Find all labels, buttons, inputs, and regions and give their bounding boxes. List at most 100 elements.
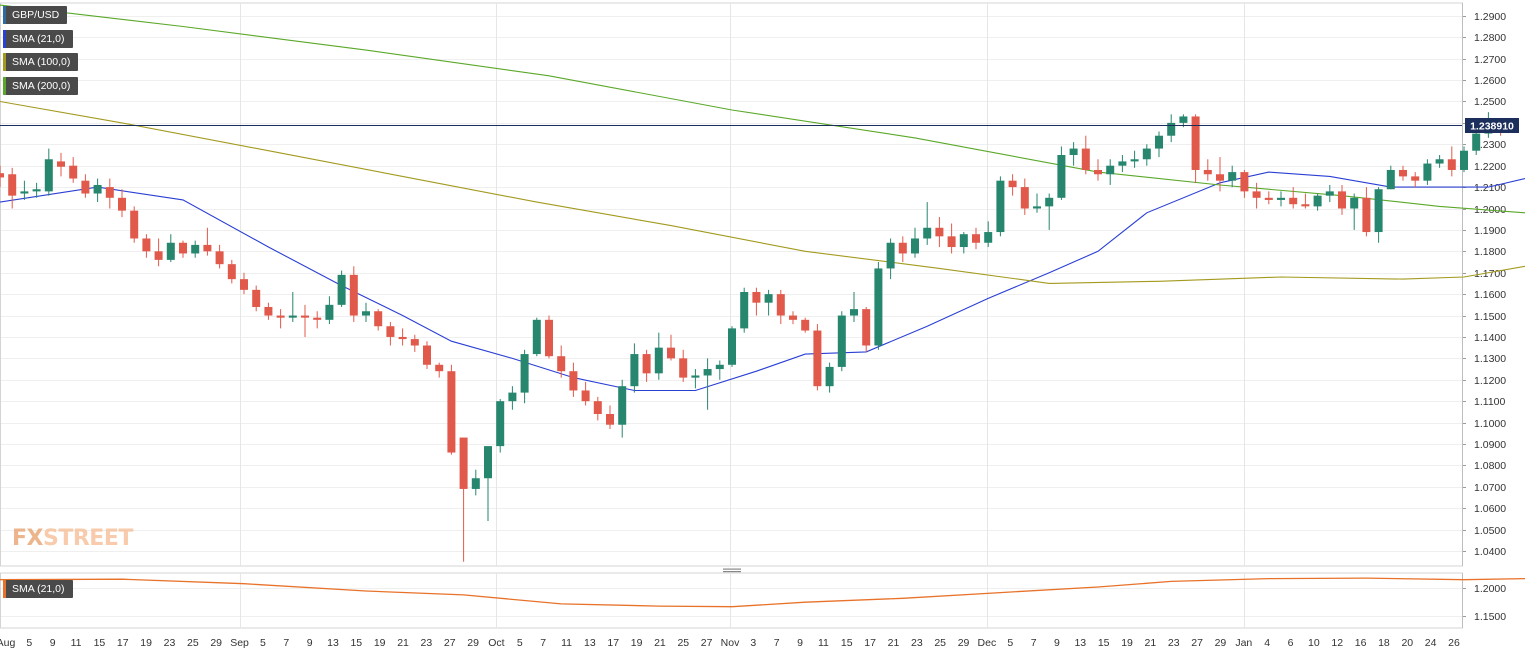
candle-body [227, 264, 236, 280]
x-tick-label: 5 [1007, 637, 1013, 649]
x-tick-label: 21 [397, 637, 409, 649]
sub-sma-line [0, 577, 1526, 608]
candle-body [349, 274, 358, 316]
candle-body [215, 251, 224, 265]
candle-body [606, 414, 614, 425]
candle-body [1460, 150, 1468, 170]
legend-gbpusd[interactable]: GBP/USD [3, 6, 68, 24]
candle-body [935, 227, 944, 237]
candle-body [557, 356, 566, 372]
legend-sma-21[interactable]: SMA (21,0) [3, 29, 73, 48]
legend-swatch [3, 76, 6, 95]
y-tick-label: 1.1800 [1474, 246, 1506, 258]
x-tick-label: 23 [1168, 637, 1180, 649]
candle-body [789, 315, 797, 320]
candle-body [703, 369, 712, 376]
x-tick-label: 23 [164, 637, 176, 649]
candle-body [813, 330, 822, 387]
x-tick-label: 23 [421, 637, 433, 649]
x-tick-label: 13 [1074, 637, 1086, 649]
candle-body [618, 386, 627, 425]
candle-body [325, 304, 334, 320]
candle-body [532, 319, 541, 355]
x-tick-label: 23 [911, 637, 923, 649]
x-tick-label: Jan [1235, 637, 1252, 649]
candle-body [1386, 169, 1395, 190]
x-tick-label: 29 [1215, 637, 1227, 649]
legend-sma-100[interactable]: SMA (100,0) [3, 53, 79, 71]
x-tick-label: 29 [467, 637, 479, 649]
candle-body [1411, 176, 1420, 181]
x-tick-label: 20 [1401, 637, 1413, 649]
candle-body [1472, 133, 1481, 151]
y-tick-label: 1.1100 [1474, 396, 1505, 408]
candle-body [1081, 148, 1090, 170]
candle-body [1435, 159, 1444, 164]
x-tick-label: 5 [260, 637, 266, 649]
candle-body [32, 189, 41, 192]
candle-body [423, 345, 431, 365]
candle-body [1069, 148, 1078, 155]
candle-body [1399, 169, 1407, 177]
x-tick-label: 26 [1448, 637, 1460, 649]
x-tick-label: 19 [631, 637, 643, 649]
candle-body [667, 347, 675, 359]
candle-body [1447, 159, 1456, 170]
y-tick-label: 1.2700 [1474, 54, 1506, 66]
candle-body [898, 242, 907, 254]
x-tick-label: 19 [1121, 637, 1133, 649]
candle-body [337, 274, 346, 305]
x-tick-label: 19 [374, 637, 386, 649]
candle-body [911, 238, 919, 254]
candle-body [1118, 161, 1127, 166]
candle-body [362, 311, 370, 316]
x-tick-label: Oct [488, 637, 504, 649]
candle-body [398, 336, 407, 340]
y-tick-label: 1.1300 [1474, 353, 1506, 365]
candle-body [1338, 191, 1346, 209]
x-tick-label: 5 [517, 637, 523, 649]
candle-body [752, 291, 761, 303]
y-tick-label: 1.0500 [1474, 525, 1506, 537]
candle-body [1057, 154, 1066, 198]
candle-body [972, 234, 980, 243]
candle-body [691, 375, 700, 378]
candle-body [496, 401, 505, 447]
legend-sub-sma-21[interactable]: SMA (21,0) [3, 580, 73, 598]
candle-body [288, 315, 297, 318]
legend-swatch [3, 29, 6, 48]
x-tick-label: 27 [701, 637, 713, 649]
candle-body [1106, 165, 1115, 175]
x-tick-label: 17 [864, 637, 876, 649]
sub-y-tick-label: 1.1500 [1474, 611, 1506, 623]
x-tick-label: Sep [230, 637, 249, 649]
candle-body [105, 187, 114, 198]
sub-panel-frame [0, 572, 1463, 629]
candle-body [374, 311, 383, 327]
x-tick-label: 7 [283, 637, 289, 649]
legend-sma-200[interactable]: SMA (200,0) [3, 76, 79, 95]
candle-body [1313, 195, 1322, 207]
candle-body [8, 174, 17, 196]
candle-body [1252, 191, 1261, 198]
y-tick-label: 1.1500 [1474, 311, 1506, 323]
y-tick-label: 1.0700 [1474, 482, 1506, 494]
candle-body [874, 268, 883, 346]
x-tick-label: 6 [1288, 637, 1294, 649]
candle-body [1191, 116, 1200, 170]
watermark-street: STREET [43, 526, 133, 551]
candle-body [301, 315, 309, 318]
candle-body [44, 159, 53, 192]
candle-body [581, 390, 590, 402]
x-tick-label: 10 [1308, 637, 1320, 649]
x-tick-label: 18 [1378, 637, 1390, 649]
x-tick-label: 7 [774, 637, 780, 649]
panel-resize-handle [723, 571, 741, 573]
y-tick-label: 1.0900 [1474, 439, 1506, 451]
candle-body [508, 392, 517, 402]
x-tick-label: Nov [721, 637, 740, 649]
candle-body [313, 317, 322, 320]
x-tick-label: 16 [1355, 637, 1367, 649]
